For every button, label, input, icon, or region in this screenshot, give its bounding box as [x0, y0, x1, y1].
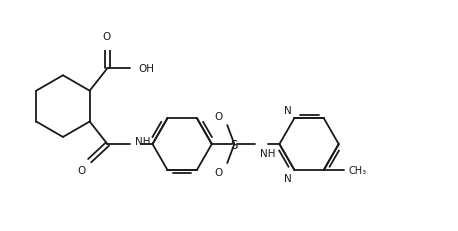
Text: NH: NH: [261, 148, 276, 158]
Text: OH: OH: [138, 64, 154, 74]
Text: CH₃: CH₃: [349, 165, 367, 175]
Text: O: O: [215, 167, 223, 177]
Text: O: O: [77, 165, 86, 175]
Text: O: O: [102, 32, 110, 42]
Text: N: N: [284, 105, 292, 115]
Text: N: N: [284, 173, 292, 183]
Text: O: O: [215, 111, 223, 122]
Text: S: S: [231, 138, 238, 151]
Text: NH: NH: [135, 137, 150, 146]
